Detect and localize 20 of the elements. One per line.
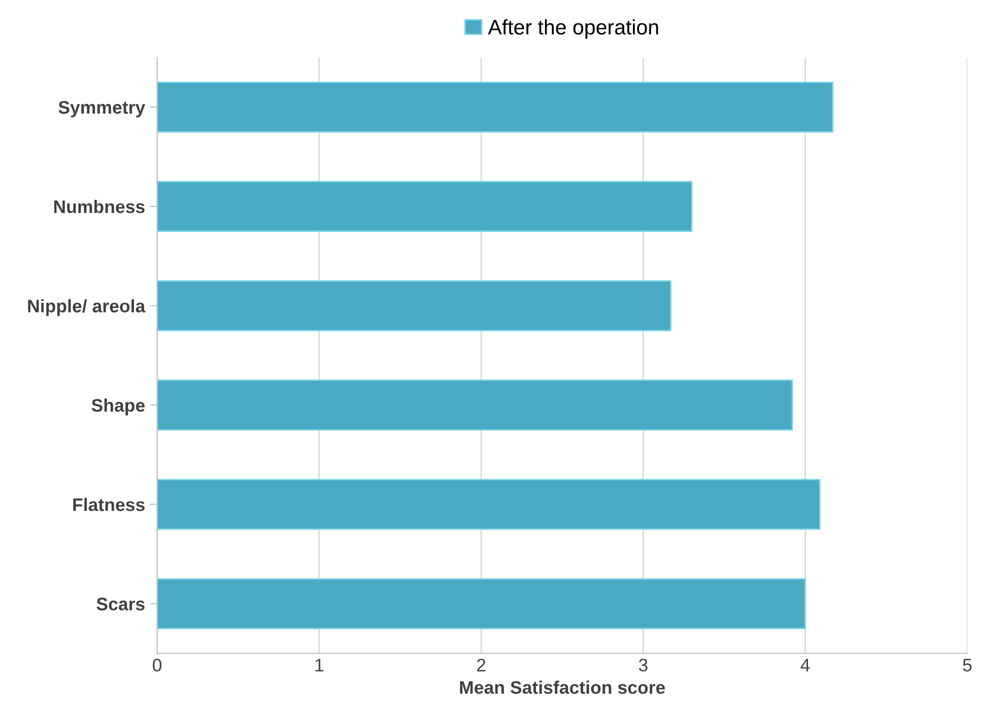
bar [157,380,793,431]
y-tick-label: Numbness [54,200,145,214]
bar [157,280,672,332]
x-tick-label: 3 [638,658,648,672]
y-tick-label: Shape [92,398,145,416]
x-tick-label: 2 [477,658,486,672]
y-tick-label: Scars [96,598,145,610]
x-axis-title: Mean Satisfaction score [460,680,665,694]
x-tick-label: 0 [152,658,162,672]
x-tick-label: 5 [962,658,972,672]
legend-label: After the operation [488,19,658,39]
bar [157,478,821,530]
y-tick-label: Symmetry [58,101,146,118]
bar [157,180,693,232]
y-tick-label: Nipple/ areola [28,299,146,316]
bar [157,578,806,630]
y-tick-label: Flatness [73,498,145,512]
x-tick-label: 1 [316,658,324,672]
x-tick-label: 4 [800,658,810,672]
bar [157,82,834,133]
